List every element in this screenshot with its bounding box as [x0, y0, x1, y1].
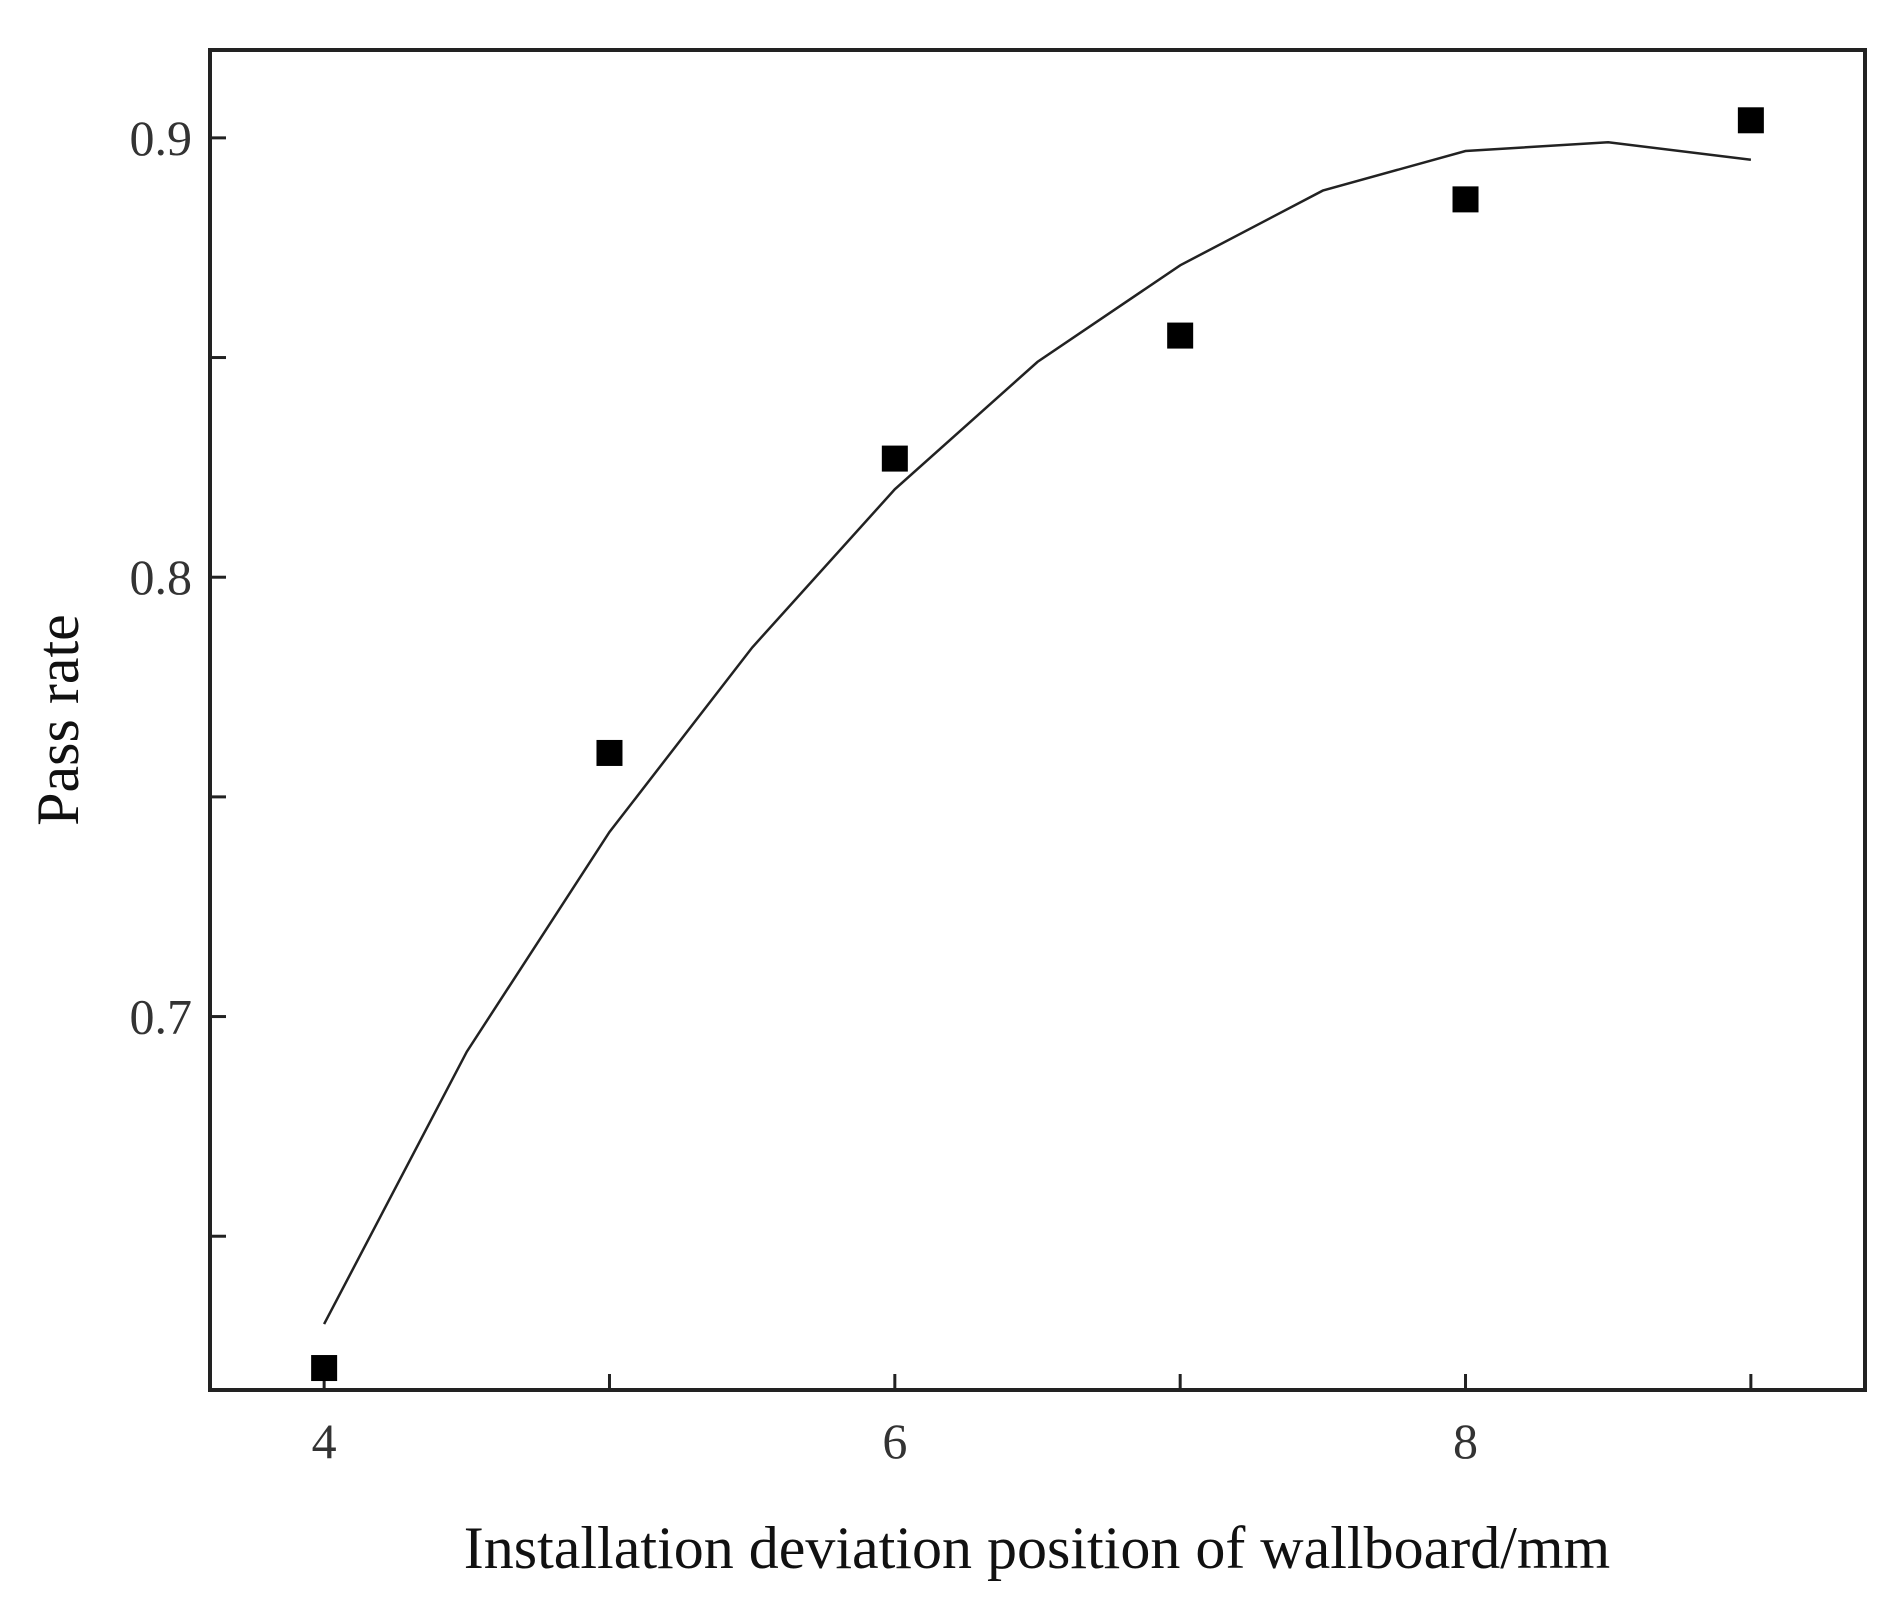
x-axis-label: Installation deviation position of wallb…: [464, 1515, 1610, 1581]
data-points: [311, 107, 1764, 1382]
x-tick-label: 8: [1453, 1413, 1478, 1469]
y-tick-label: 0.7: [130, 989, 193, 1045]
y-tick-label: 0.8: [130, 549, 193, 605]
data-point: [1167, 322, 1194, 349]
x-tick-label: 6: [882, 1413, 907, 1469]
data-point: [881, 445, 908, 472]
y-axis-label: Pass rate: [25, 614, 91, 826]
data-point: [311, 1355, 338, 1382]
y-axis-ticks: 0.7 0.8 0.9: [130, 110, 226, 1238]
y-tick-label: 0.9: [130, 110, 193, 166]
data-point: [1737, 107, 1764, 134]
x-tick-label: 4: [312, 1413, 337, 1469]
data-point: [1452, 186, 1479, 213]
x-axis-ticks: 4 6 8: [312, 1374, 1753, 1469]
plot-frame: [208, 48, 1867, 1392]
fit-curve: [322, 141, 1752, 1325]
data-point: [596, 739, 623, 766]
